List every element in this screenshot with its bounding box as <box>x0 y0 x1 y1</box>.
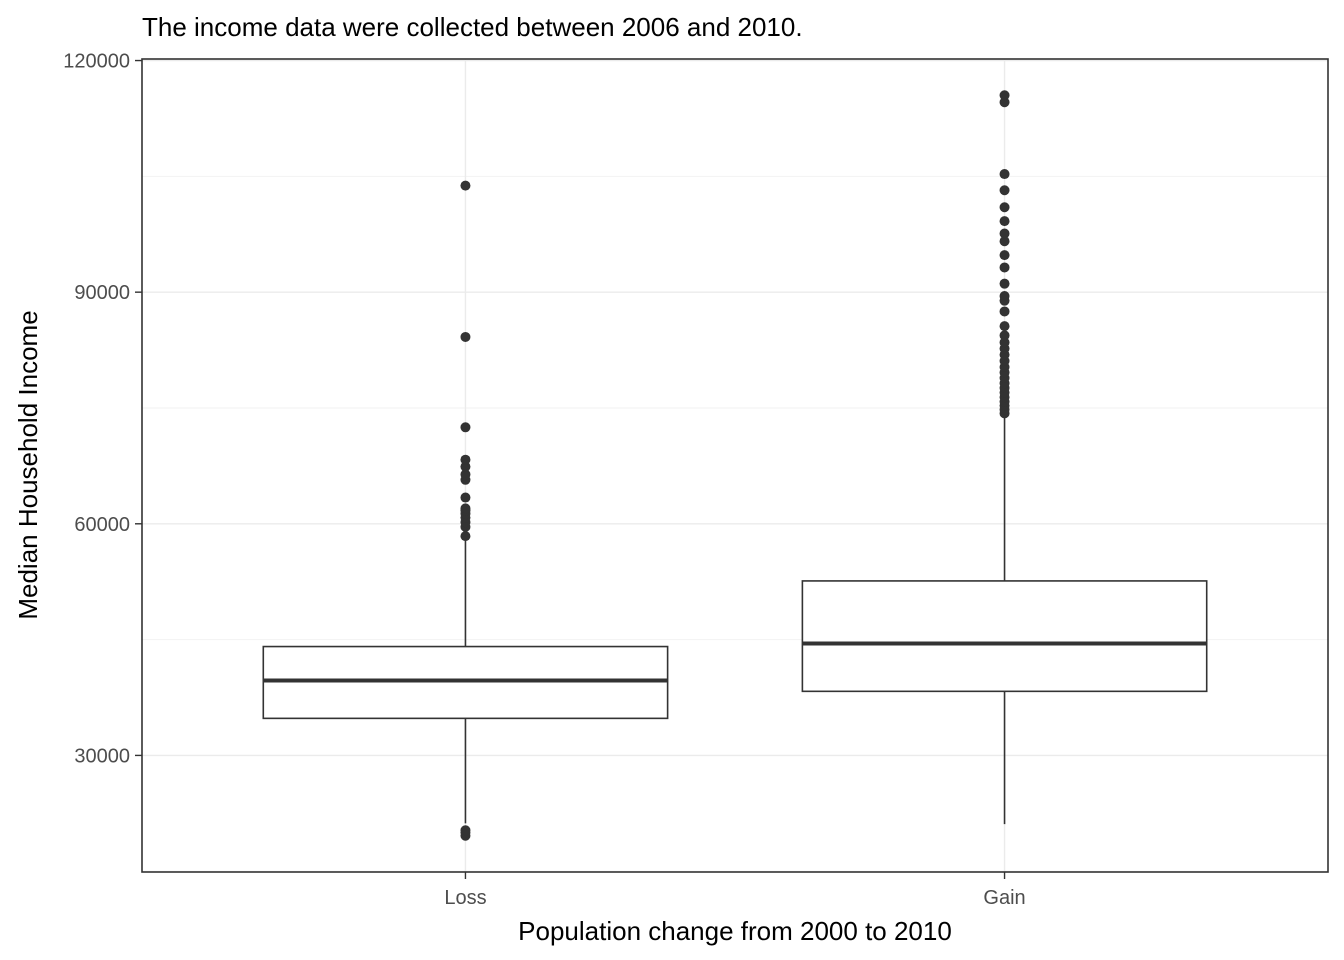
outlier-point <box>999 90 1010 101</box>
box-iqr <box>801 580 1208 693</box>
outlier-point <box>460 454 471 465</box>
outlier-point <box>999 216 1010 227</box>
box-plot-layer <box>262 90 1208 841</box>
outlier-point <box>460 531 471 542</box>
outlier-point <box>460 825 471 836</box>
outlier-point <box>999 330 1010 341</box>
y-tick-label: 30000 <box>74 745 130 767</box>
outlier-point <box>999 278 1010 289</box>
outlier-point <box>460 503 471 514</box>
outlier-point <box>999 97 1010 108</box>
outlier-point <box>460 422 471 433</box>
outlier-point <box>460 492 471 503</box>
outlier-point <box>460 331 471 342</box>
y-axis-label: Median Household Income <box>13 310 43 619</box>
outlier-point <box>999 291 1010 302</box>
y-tick-label: 90000 <box>74 282 130 304</box>
x-tick-label: Gain <box>983 887 1025 909</box>
panel-border <box>141 58 1329 873</box>
x-tick-label: Loss <box>444 887 486 909</box>
outlier-point <box>999 202 1010 213</box>
chart-title: The income data were collected between 2… <box>142 12 803 42</box>
outlier-point <box>460 461 471 472</box>
outlier-point <box>999 236 1010 247</box>
outlier-point <box>999 250 1010 261</box>
y-tick-label: 120000 <box>63 51 130 73</box>
x-axis-label: Population change from 2000 to 2010 <box>518 916 952 946</box>
outlier-point <box>999 306 1010 317</box>
outlier-point <box>999 228 1010 239</box>
outlier-point <box>999 337 1010 348</box>
outlier-point <box>460 180 471 191</box>
y-tick-label: 60000 <box>74 514 130 536</box>
axes: 30000 60000 90000 120000 Loss Gain <box>63 51 1025 909</box>
outlier-point <box>999 169 1010 180</box>
outlier-point <box>999 185 1010 196</box>
outlier-point <box>999 262 1010 273</box>
outlier-point <box>460 469 471 480</box>
outlier-point <box>999 321 1010 332</box>
grid-lines <box>142 59 1328 872</box>
